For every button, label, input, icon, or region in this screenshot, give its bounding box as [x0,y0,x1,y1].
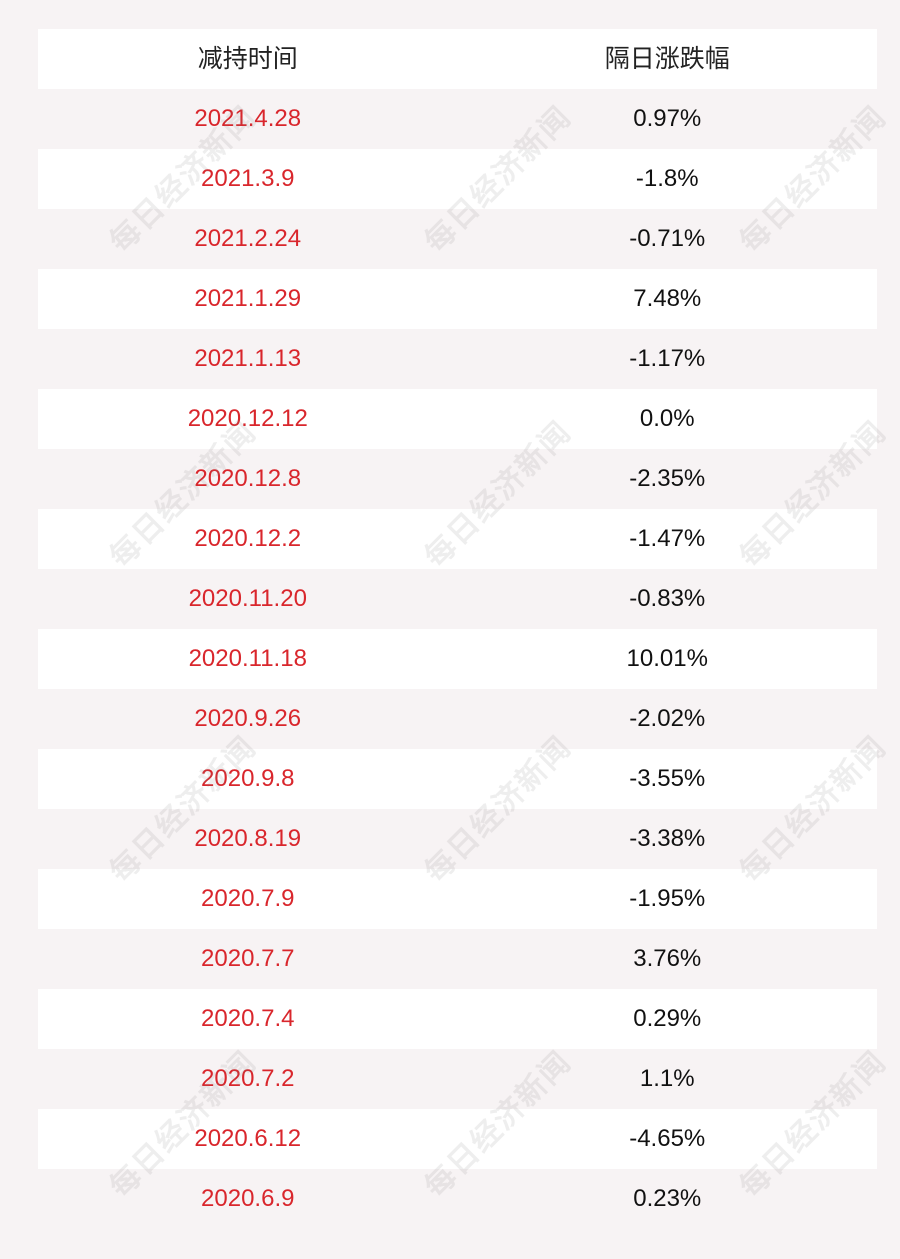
table-row: 2020.9.8 -3.55% [38,749,877,809]
row-date: 2021.1.29 [194,285,302,312]
row-change: -1.47% [629,525,706,552]
row-change: 0.23% [633,1185,702,1212]
table-row: 2020.12.8 -2.35% [38,449,877,509]
row-change: 1.1% [639,1065,695,1092]
row-date: 2020.12.8 [194,465,302,492]
row-change: -0.71% [629,225,706,252]
row-date: 2020.8.19 [194,825,302,852]
header-date: 减持时间 [197,45,298,73]
table-body: 2021.4.28 0.97% 2021.3.9 -1.8% 2021.2.24 -0.7… [38,89,877,1229]
table-row: 2020.7.7 3.76% [38,929,877,989]
table-row: 2021.4.28 0.97% [38,89,877,149]
row-date: 2020.7.4 [201,1005,295,1032]
row-change: 10.01% [626,645,708,672]
row-change: -1.95% [629,885,706,912]
row-date: 2020.12.2 [194,525,302,552]
row-change: -1.17% [629,345,706,372]
row-date: 2021.1.13 [194,345,302,372]
row-change: 3.76% [633,945,702,972]
table-row: 2020.11.18 10.01% [38,629,877,689]
row-change: -0.83% [629,585,706,612]
table-row: 2020.7.4 0.29% [38,989,877,1049]
table-row: 2020.7.9 -1.95% [38,869,877,929]
row-date: 2020.12.12 [187,405,308,432]
row-date: 2021.2.24 [194,225,302,252]
row-change: -4.65% [629,1125,706,1152]
table-row: 2021.1.29 7.48% [38,269,877,329]
row-change: -2.35% [629,465,706,492]
row-date: 2020.9.26 [194,705,302,732]
row-change: -1.8% [635,165,699,192]
row-date: 2020.7.9 [201,885,295,912]
table-row: 2021.2.24 -0.71% [38,209,877,269]
row-date: 2021.4.28 [194,105,302,132]
row-change: 7.48% [633,285,702,312]
row-date: 2020.11.20 [188,585,307,612]
table-row: 2021.3.9 -1.8% [38,149,877,209]
table-row: 2020.6.9 0.23% [38,1169,877,1229]
header-change: 隔日涨跌幅 [604,45,730,73]
table-row: 2020.12.2 -1.47% [38,509,877,569]
row-date: 2020.6.12 [194,1125,302,1152]
table-header-row: 减持时间 隔日涨跌幅 [38,29,877,89]
table-row: 2021.1.13 -1.17% [38,329,877,389]
row-date: 2020.6.9 [201,1185,295,1212]
table-row: 2020.7.2 1.1% [38,1049,877,1109]
row-change: -3.55% [629,765,706,792]
table-row: 2020.6.12 -4.65% [38,1109,877,1169]
row-date: 2020.7.7 [201,945,295,972]
row-change: -2.02% [629,705,706,732]
table-row: 2020.8.19 -3.38% [38,809,877,869]
row-change: 0.97% [633,105,702,132]
row-date: 2020.11.18 [188,645,307,672]
table-row: 2020.11.20 -0.83% [38,569,877,629]
row-change: 0.29% [633,1005,702,1032]
reduction-table: 减持时间 隔日涨跌幅 2021.4.28 0.97% 2021.3.9 -1.8% 20… [38,29,877,1229]
table-row: 2020.12.12 0.0% [38,389,877,449]
row-date: 2021.3.9 [201,165,295,192]
row-date: 2020.7.2 [201,1065,295,1092]
table-row: 2020.9.26 -2.02% [38,689,877,749]
row-change: -3.38% [629,825,706,852]
row-change: 0.0% [639,405,695,432]
row-date: 2020.9.8 [201,765,295,792]
